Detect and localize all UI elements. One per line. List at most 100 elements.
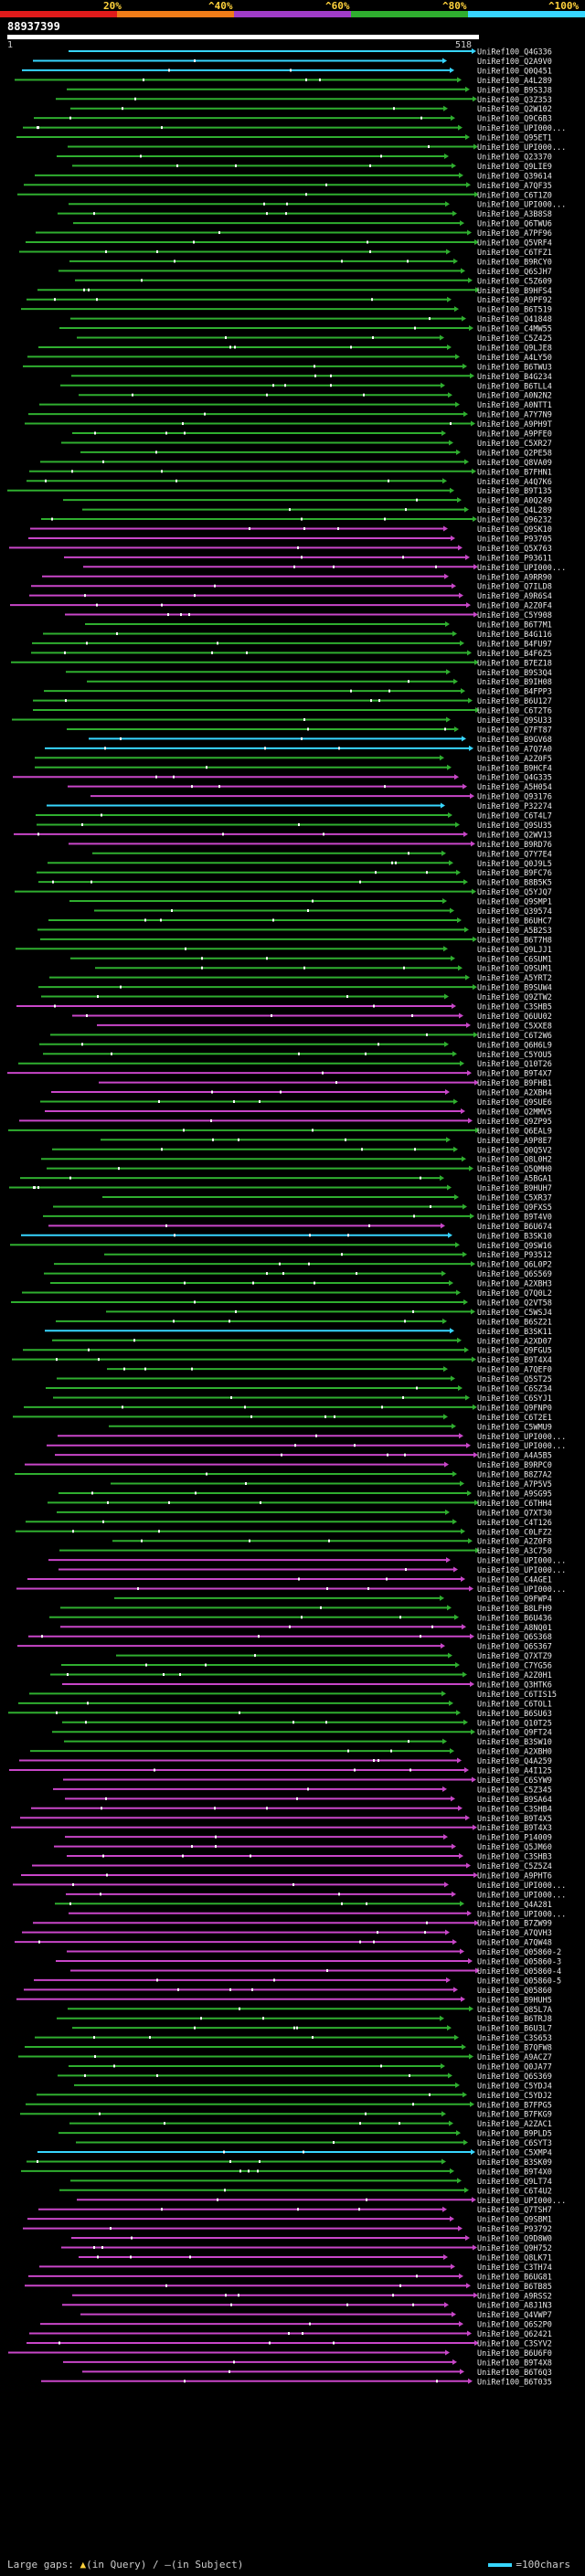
hit-label[interactable]: UniRef100_Q0Q5V2 xyxy=(477,1146,552,1155)
hit-label[interactable]: UniRef100_Q9LIE9 xyxy=(477,163,552,172)
hit-label[interactable]: UniRef100_Q5ST25 xyxy=(477,1375,552,1384)
hit-label[interactable]: UniRef100_UPI000... xyxy=(477,564,566,573)
hit-label[interactable]: UniRef100_C5Z345 xyxy=(477,1786,552,1795)
hit-label[interactable]: UniRef100_A4L289 xyxy=(477,77,552,86)
hit-label[interactable]: UniRef100_C5XMP4 xyxy=(477,2149,552,2158)
hit-label[interactable]: UniRef100_A3B8S8 xyxy=(477,210,552,219)
hit-label[interactable]: UniRef100_B9PLD5 xyxy=(477,2130,552,2139)
hit-label[interactable]: UniRef100_B7EZ18 xyxy=(477,659,552,668)
hit-label[interactable]: UniRef100_B3SW10 xyxy=(477,1738,552,1747)
hit-label[interactable]: UniRef100_Q95ET1 xyxy=(477,134,552,143)
hit-label[interactable]: UniRef100_A9ACZ7 xyxy=(477,2053,552,2062)
hit-label[interactable]: UniRef100_Q9FXS5 xyxy=(477,1203,552,1213)
hit-label[interactable]: UniRef100_Q2VT58 xyxy=(477,1299,552,1308)
hit-label[interactable]: UniRef100_A4Q7K6 xyxy=(477,478,552,487)
hit-label[interactable]: UniRef100_C5Y908 xyxy=(477,611,552,620)
hit-label[interactable]: UniRef100_A4I125 xyxy=(477,1767,552,1776)
hit-label[interactable]: UniRef100_Q7Y7E4 xyxy=(477,850,552,859)
hit-label[interactable]: UniRef100_UPI000... xyxy=(477,201,566,210)
hit-label[interactable]: UniRef100_B3SK11 xyxy=(477,1328,552,1337)
hit-label[interactable]: UniRef100_C3SHB3 xyxy=(477,1853,552,1862)
hit-label[interactable]: UniRef100_C6TOL1 xyxy=(477,1700,552,1709)
hit-label[interactable]: UniRef100_B6UG81 xyxy=(477,2273,552,2282)
hit-label[interactable]: UniRef100_A9R6S4 xyxy=(477,592,552,601)
hit-label[interactable]: UniRef100_A4LY50 xyxy=(477,354,552,363)
hit-label[interactable]: UniRef100_A9RSS2 xyxy=(477,2292,552,2301)
hit-label[interactable]: UniRef100_C7YG56 xyxy=(477,1662,552,1671)
hit-label[interactable]: UniRef100_Q9LJE8 xyxy=(477,344,552,353)
hit-label[interactable]: UniRef100_UPI000... xyxy=(477,1585,566,1595)
hit-label[interactable]: UniRef100_A7QVH3 xyxy=(477,1929,552,1938)
hit-label[interactable]: UniRef100_A5BGA1 xyxy=(477,1175,552,1184)
hit-label[interactable]: UniRef100_B6U436 xyxy=(477,1614,552,1623)
hit-label[interactable]: UniRef100_P93792 xyxy=(477,2225,552,2234)
hit-label[interactable]: UniRef100_UPI000... xyxy=(477,1442,566,1451)
hit-label[interactable]: UniRef100_Q3HTK6 xyxy=(477,1680,552,1690)
hit-label[interactable]: UniRef100_B7ZW99 xyxy=(477,1920,552,1929)
hit-label[interactable]: UniRef100_Q10T26 xyxy=(477,1060,552,1069)
hit-label[interactable]: UniRef100_A2Z0H1 xyxy=(477,1671,552,1680)
hit-label[interactable]: UniRef100_A0Q249 xyxy=(477,497,552,506)
hit-label[interactable]: UniRef100_B9IH08 xyxy=(477,678,552,687)
hit-label[interactable]: UniRef100_B9SUW4 xyxy=(477,984,552,993)
hit-label[interactable]: UniRef100_Q39614 xyxy=(477,172,552,181)
hit-label[interactable]: UniRef100_Q05860-5 xyxy=(477,1977,561,1986)
hit-label[interactable]: UniRef100_B9FHB1 xyxy=(477,1079,552,1088)
hit-label[interactable]: UniRef100_C3SHB5 xyxy=(477,1003,552,1012)
hit-label[interactable]: UniRef100_Q9SBM1 xyxy=(477,2216,552,2225)
hit-label[interactable]: UniRef100_C5XR37 xyxy=(477,1194,552,1203)
hit-label[interactable]: UniRef100_B8B5K5 xyxy=(477,879,552,888)
hit-label[interactable]: UniRef100_A9RR90 xyxy=(477,573,552,582)
hit-label[interactable]: UniRef100_A5H054 xyxy=(477,783,552,792)
hit-label[interactable]: UniRef100_B9HUH5 xyxy=(477,1996,552,2005)
hit-label[interactable]: UniRef100_A2Z0F4 xyxy=(477,602,552,611)
hit-label[interactable]: UniRef100_Q62421 xyxy=(477,2330,552,2339)
hit-label[interactable]: UniRef100_Q39574 xyxy=(477,907,552,917)
hit-label[interactable]: UniRef100_B9RD76 xyxy=(477,841,552,850)
hit-label[interactable]: UniRef100_B9HCF4 xyxy=(477,764,552,773)
hit-label[interactable]: UniRef100_Q7ILD8 xyxy=(477,583,552,592)
hit-label[interactable]: UniRef100_Q4A259 xyxy=(477,1757,552,1766)
hit-label[interactable]: UniRef100_A9PFE0 xyxy=(477,430,552,440)
hit-label[interactable]: UniRef100_Q8L0H2 xyxy=(477,1156,552,1165)
hit-label[interactable]: UniRef100_C6T1Z0 xyxy=(477,191,552,200)
hit-label[interactable]: UniRef100_Q2WV13 xyxy=(477,831,552,840)
hit-label[interactable]: UniRef100_B9T4X8 xyxy=(477,2359,552,2368)
hit-label[interactable]: UniRef100_Q05860-3 xyxy=(477,1958,561,1967)
hit-label[interactable]: UniRef100_C5XXE8 xyxy=(477,1022,552,1031)
hit-label[interactable]: UniRef100_B9SA64 xyxy=(477,1796,552,1805)
hit-label[interactable]: UniRef100_Q9ZTW2 xyxy=(477,993,552,1002)
hit-label[interactable]: UniRef100_UPI000... xyxy=(477,1557,566,1566)
hit-label[interactable]: UniRef100_A0NTT1 xyxy=(477,401,552,410)
hit-label[interactable]: UniRef100_B9T4X4 xyxy=(477,1356,552,1365)
hit-label[interactable]: UniRef100_C5WSJ4 xyxy=(477,1309,552,1318)
hit-label[interactable]: UniRef100_Q7FT87 xyxy=(477,726,552,735)
hit-label[interactable]: UniRef100_Q9LJJ1 xyxy=(477,946,552,955)
hit-label[interactable]: UniRef100_A8NQ01 xyxy=(477,1624,552,1633)
hit-label[interactable]: UniRef100_A7QF35 xyxy=(477,182,552,191)
hit-label[interactable]: UniRef100_B6U6F0 xyxy=(477,2349,552,2359)
hit-label[interactable]: UniRef100_A2XBH3 xyxy=(477,1280,552,1289)
hit-label[interactable]: UniRef100_B6T519 xyxy=(477,306,552,315)
hit-label[interactable]: UniRef100_A8J1N3 xyxy=(477,2302,552,2311)
hit-label[interactable]: UniRef100_B6T7M1 xyxy=(477,621,552,631)
hit-label[interactable]: UniRef100_A5YRT2 xyxy=(477,974,552,983)
hit-label[interactable]: UniRef100_Q8LK71 xyxy=(477,2253,552,2263)
hit-label[interactable]: UniRef100_Q5X763 xyxy=(477,545,552,554)
hit-label[interactable]: UniRef100_Q3Z353 xyxy=(477,96,552,105)
hit-label[interactable]: UniRef100_C4T126 xyxy=(477,1519,552,1528)
hit-label[interactable]: UniRef100_A5B2S3 xyxy=(477,927,552,936)
hit-label[interactable]: UniRef100_C6SYT3 xyxy=(477,2139,552,2148)
hit-label[interactable]: UniRef100_P32274 xyxy=(477,802,552,811)
hit-label[interactable]: UniRef100_B6TLL4 xyxy=(477,382,552,391)
hit-label[interactable]: UniRef100_B4FU97 xyxy=(477,640,552,649)
hit-label[interactable]: UniRef100_Q23370 xyxy=(477,153,552,162)
hit-label[interactable]: UniRef100_UPI000... xyxy=(477,1891,566,1900)
hit-label[interactable]: UniRef100_Q9H752 xyxy=(477,2244,552,2253)
hit-label[interactable]: UniRef100_Q96232 xyxy=(477,516,552,525)
hit-label[interactable]: UniRef100_B6U3L7 xyxy=(477,2025,552,2034)
hit-label[interactable]: UniRef100_Q6EAL9 xyxy=(477,1127,552,1136)
hit-label[interactable]: UniRef100_B7FPG5 xyxy=(477,2101,552,2110)
hit-label[interactable]: UniRef100_Q2MMV5 xyxy=(477,1108,552,1117)
hit-label[interactable]: UniRef100_UPI000... xyxy=(477,1910,566,1919)
